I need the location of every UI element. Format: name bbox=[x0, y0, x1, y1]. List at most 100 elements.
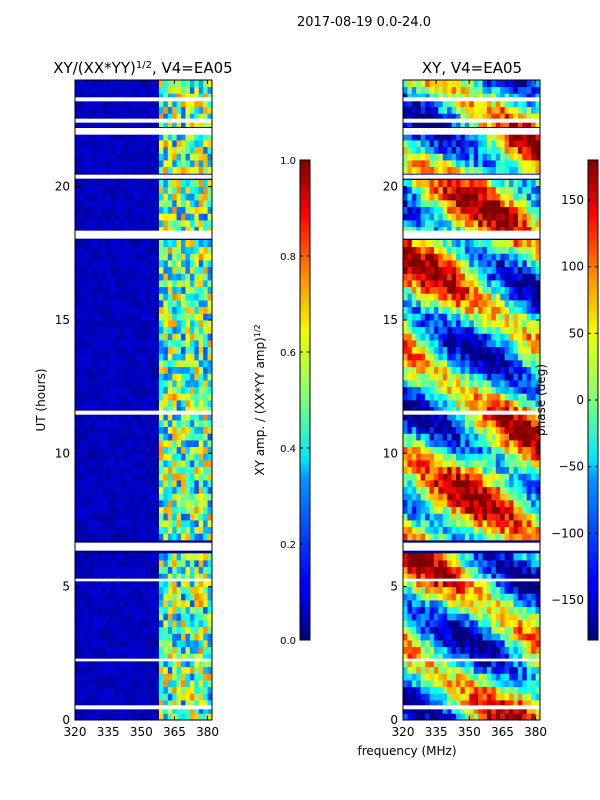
heatmap-cell bbox=[478, 553, 483, 561]
heatmap-cell bbox=[469, 653, 475, 661]
heatmap-cell bbox=[451, 566, 457, 574]
heatmap-cell bbox=[83, 240, 89, 248]
heatmap-cell bbox=[88, 280, 94, 288]
heatmap-cell bbox=[464, 553, 470, 561]
heatmap-cell bbox=[526, 386, 532, 394]
heatmap-cell bbox=[158, 260, 164, 268]
heatmap-cell bbox=[189, 306, 195, 314]
heatmap-cell bbox=[416, 520, 422, 528]
left-y-axis-label: UT (hours) bbox=[34, 368, 48, 431]
heatmap-cell bbox=[167, 480, 173, 488]
heatmap-cell bbox=[110, 120, 116, 128]
heatmap-cell bbox=[442, 666, 448, 674]
heatmap-cell bbox=[123, 606, 129, 614]
heatmap-cell bbox=[473, 586, 479, 594]
heatmap-cell bbox=[75, 413, 80, 421]
heatmap-cell bbox=[403, 640, 408, 648]
heatmap-cell bbox=[181, 186, 186, 194]
heatmap-cell bbox=[176, 626, 182, 634]
heatmap-cell bbox=[416, 493, 422, 501]
heatmap-cell bbox=[425, 453, 430, 461]
heatmap-cell bbox=[403, 493, 408, 501]
heatmap-cell bbox=[526, 600, 532, 608]
heatmap-cell bbox=[110, 253, 116, 261]
heatmap-cell bbox=[407, 600, 413, 608]
heatmap-cell bbox=[403, 386, 408, 394]
heatmap-cell bbox=[403, 586, 408, 594]
heatmap-cell bbox=[425, 653, 430, 661]
heatmap-cell bbox=[207, 160, 213, 168]
heatmap-cell bbox=[425, 253, 430, 261]
heatmap-cell bbox=[97, 273, 102, 281]
heatmap-cell bbox=[79, 620, 85, 628]
heatmap-cell bbox=[185, 406, 191, 414]
heatmap-cell bbox=[442, 580, 448, 588]
heatmap-cell bbox=[141, 400, 147, 408]
heatmap-cell bbox=[478, 686, 483, 694]
heatmap-cell bbox=[92, 200, 98, 208]
heatmap-cell bbox=[97, 520, 102, 528]
heatmap-cell bbox=[469, 266, 475, 274]
heatmap-cell bbox=[500, 360, 506, 368]
heatmap-cell bbox=[163, 280, 169, 288]
heatmap-cell bbox=[473, 446, 479, 454]
heatmap-cell bbox=[136, 653, 142, 661]
heatmap-cell bbox=[464, 526, 470, 534]
heatmap-cell bbox=[207, 453, 213, 461]
heatmap-cell bbox=[181, 426, 186, 434]
heatmap-cell bbox=[207, 420, 213, 428]
heatmap-cell bbox=[403, 340, 408, 348]
heatmap-cell bbox=[522, 566, 528, 574]
heatmap-cell bbox=[136, 273, 142, 281]
heatmap-cell bbox=[123, 366, 129, 374]
heatmap-cell bbox=[478, 260, 483, 268]
heatmap-cell bbox=[491, 320, 497, 328]
heatmap-cell bbox=[203, 146, 208, 154]
heatmap-cell bbox=[207, 220, 213, 228]
heatmap-cell bbox=[451, 333, 457, 341]
heatmap-cell bbox=[181, 420, 186, 428]
heatmap-cell bbox=[185, 713, 191, 721]
heatmap-cell bbox=[185, 166, 191, 174]
heatmap-cell bbox=[150, 160, 155, 168]
heatmap-cell bbox=[79, 86, 85, 94]
heatmap-cell bbox=[163, 533, 169, 541]
heatmap-cell bbox=[460, 480, 466, 488]
heatmap-cell bbox=[154, 680, 160, 688]
heatmap-cell bbox=[185, 300, 191, 308]
heatmap-cell bbox=[403, 480, 408, 488]
heatmap-cell bbox=[97, 673, 102, 681]
heatmap-cell bbox=[88, 86, 94, 94]
heatmap-cell bbox=[110, 713, 116, 721]
heatmap-cell bbox=[500, 600, 506, 608]
heatmap-cell bbox=[101, 193, 107, 201]
heatmap-cell bbox=[172, 593, 178, 601]
heatmap-cell bbox=[128, 113, 133, 121]
heatmap-cell bbox=[154, 140, 160, 148]
heatmap-cell bbox=[101, 373, 107, 381]
heatmap-cell bbox=[535, 566, 541, 574]
heatmap-cell bbox=[478, 566, 483, 574]
heatmap-cell bbox=[478, 713, 483, 721]
heatmap-cell bbox=[531, 406, 536, 414]
heatmap-cell bbox=[145, 646, 151, 654]
heatmap-cell bbox=[433, 620, 439, 628]
heatmap-cell bbox=[420, 366, 426, 374]
heatmap-cell bbox=[154, 400, 160, 408]
heatmap-cell bbox=[451, 320, 457, 328]
heatmap-cell bbox=[442, 446, 448, 454]
heatmap-cell bbox=[105, 366, 111, 374]
heatmap-cell bbox=[101, 473, 107, 481]
heatmap-cell bbox=[132, 553, 138, 561]
heatmap-cell bbox=[185, 86, 191, 94]
heatmap-cell bbox=[460, 533, 466, 541]
heatmap-cell bbox=[513, 353, 519, 361]
heatmap-cell bbox=[88, 100, 94, 108]
heatmap-cell bbox=[176, 486, 182, 494]
heatmap-cell bbox=[535, 260, 541, 268]
heatmap-cell bbox=[172, 133, 178, 141]
heatmap-cell bbox=[442, 453, 448, 461]
heatmap-cell bbox=[198, 200, 204, 208]
heatmap-cell bbox=[403, 600, 408, 608]
heatmap-cell bbox=[198, 633, 204, 641]
